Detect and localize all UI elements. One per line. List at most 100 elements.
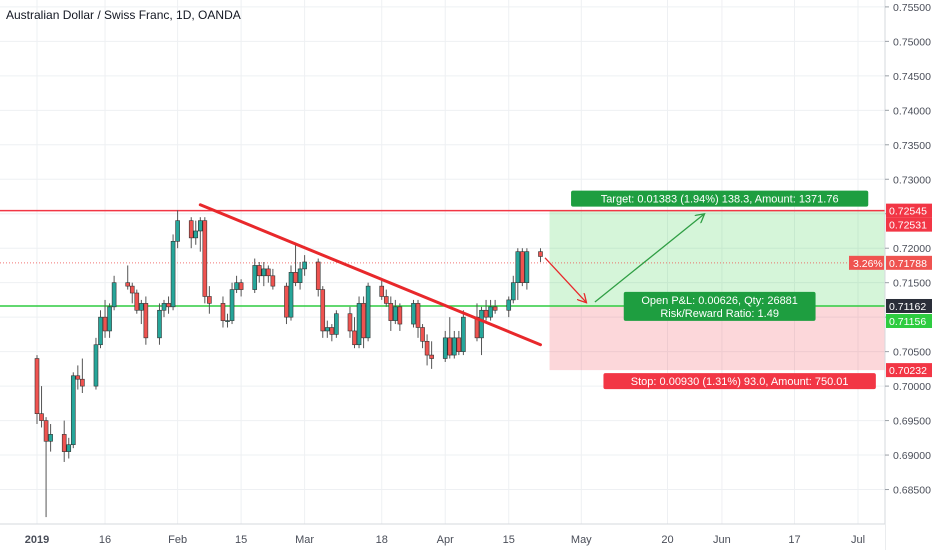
candle[interactable]	[166, 303, 171, 308]
candle[interactable]	[488, 306, 493, 318]
y-tick-label: 0.68500	[893, 485, 931, 497]
candle[interactable]	[125, 282, 131, 287]
candle[interactable]	[143, 303, 149, 339]
x-tick-label: Apr	[437, 534, 454, 546]
candle[interactable]	[365, 285, 371, 339]
candle[interactable]	[492, 306, 498, 311]
candle[interactable]	[284, 285, 289, 318]
candle[interactable]	[102, 316, 108, 332]
price-badge	[886, 313, 932, 328]
candle[interactable]	[352, 330, 357, 346]
candle[interactable]	[161, 303, 167, 311]
candle[interactable]	[220, 303, 226, 321]
candle[interactable]	[170, 241, 176, 308]
candle[interactable]	[261, 268, 267, 277]
candle[interactable]	[361, 303, 366, 339]
candle[interactable]	[70, 375, 76, 446]
candle[interactable]	[229, 289, 235, 321]
candle[interactable]	[39, 413, 44, 421]
candle[interactable]	[320, 289, 326, 332]
candle[interactable]	[80, 378, 85, 387]
candle[interactable]	[524, 251, 530, 283]
candle[interactable]	[202, 220, 208, 297]
price-badge-label: 0.72531	[889, 220, 927, 232]
candle[interactable]	[98, 316, 103, 346]
candle[interactable]	[61, 434, 67, 452]
candle[interactable]	[188, 220, 194, 239]
candle[interactable]	[75, 375, 81, 380]
candle[interactable]	[520, 251, 525, 283]
candle[interactable]	[34, 358, 40, 414]
candle[interactable]	[238, 282, 244, 290]
x-tick-label: 18	[376, 534, 388, 546]
drop-arrow	[544, 257, 586, 302]
price-badge	[886, 255, 932, 270]
price-badge	[886, 298, 932, 313]
candle[interactable]	[302, 261, 307, 270]
candle[interactable]	[256, 265, 262, 277]
candle[interactable]	[252, 265, 258, 290]
candle[interactable]	[93, 344, 99, 387]
candle[interactable]	[234, 282, 239, 290]
price-axis[interactable]	[885, 0, 932, 550]
candle[interactable]	[129, 285, 135, 294]
candle[interactable]	[461, 316, 466, 352]
candle[interactable]	[347, 313, 353, 332]
candle[interactable]	[411, 303, 416, 325]
candle[interactable]	[66, 444, 72, 452]
candle[interactable]	[157, 309, 162, 339]
candle[interactable]	[134, 292, 140, 311]
candle[interactable]	[393, 306, 398, 321]
candle[interactable]	[107, 306, 112, 332]
candle[interactable]	[207, 296, 212, 304]
candle[interactable]	[139, 303, 144, 311]
candle[interactable]	[266, 268, 271, 277]
candle[interactable]	[483, 309, 489, 318]
candle[interactable]	[293, 272, 298, 283]
candle[interactable]	[383, 296, 389, 304]
candle[interactable]	[43, 420, 49, 442]
candle[interactable]	[225, 320, 230, 322]
candle[interactable]	[420, 327, 425, 342]
candle[interactable]	[193, 230, 199, 239]
candle[interactable]	[356, 303, 362, 346]
candle[interactable]	[397, 306, 403, 325]
candle[interactable]	[197, 220, 203, 232]
candle[interactable]	[538, 251, 543, 257]
x-tick-label: 20	[661, 534, 673, 546]
candle[interactable]	[334, 313, 339, 335]
candle[interactable]	[288, 272, 294, 318]
candle[interactable]	[447, 337, 453, 356]
candle[interactable]	[456, 337, 462, 352]
candle[interactable]	[175, 220, 180, 242]
candle[interactable]	[379, 285, 385, 297]
candle[interactable]	[452, 337, 457, 356]
candle[interactable]	[479, 309, 484, 339]
candle[interactable]	[442, 337, 448, 359]
candle[interactable]	[111, 282, 117, 308]
change-badge	[849, 255, 884, 270]
candle[interactable]	[297, 268, 303, 283]
trendline[interactable]	[198, 203, 542, 347]
candle[interactable]	[388, 303, 394, 321]
candle[interactable]	[510, 282, 516, 301]
candle[interactable]	[429, 354, 434, 359]
candle[interactable]	[506, 299, 512, 311]
y-tick-label: 0.70000	[893, 381, 931, 393]
time-axis[interactable]	[0, 524, 885, 550]
x-tick-label: May	[571, 534, 592, 546]
candle[interactable]	[270, 275, 276, 287]
price-badge-label: 0.71156	[889, 316, 926, 328]
candle[interactable]	[48, 434, 53, 442]
price-badge	[886, 363, 932, 378]
candle[interactable]	[415, 303, 421, 328]
candle[interactable]	[329, 327, 335, 335]
price-badge-label: 0.71788	[889, 258, 927, 270]
candle[interactable]	[324, 327, 330, 332]
candle[interactable]	[515, 251, 521, 283]
candle[interactable]	[315, 261, 321, 290]
y-tick-label: 0.69000	[893, 450, 931, 462]
candle[interactable]	[424, 340, 430, 356]
